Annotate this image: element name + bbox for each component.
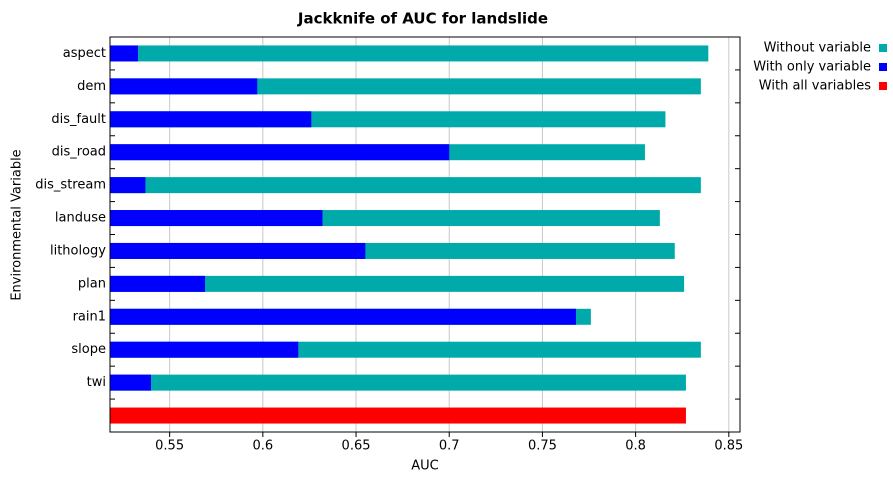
bar bbox=[110, 374, 686, 391]
bar bbox=[110, 275, 206, 292]
legend-label: With only variable bbox=[753, 60, 871, 75]
x-axis-label: AUC bbox=[411, 459, 439, 474]
y-tick-label: twi bbox=[87, 375, 106, 390]
x-tick-label: 0.8 bbox=[625, 439, 646, 454]
x-tick-label: 0.7 bbox=[439, 439, 460, 454]
x-tick-label: 0.6 bbox=[252, 439, 273, 454]
x-tick-label: 0.65 bbox=[342, 439, 371, 454]
bar bbox=[110, 45, 138, 62]
y-tick-label: aspect bbox=[63, 46, 106, 61]
bar bbox=[110, 78, 701, 95]
x-tick-label: 0.85 bbox=[714, 439, 743, 454]
y-axis-label: Environmental Variable bbox=[10, 149, 25, 300]
y-tick-label: dis_fault bbox=[51, 112, 106, 127]
plot-frame bbox=[109, 36, 741, 433]
bar bbox=[110, 407, 686, 424]
bar bbox=[110, 374, 152, 391]
bar bbox=[110, 275, 685, 292]
bar bbox=[110, 45, 709, 62]
y-tick-label: dis_stream bbox=[35, 178, 106, 193]
legend-swatch bbox=[879, 82, 887, 90]
y-tick-label: dis_road bbox=[52, 145, 106, 160]
bar bbox=[110, 177, 146, 194]
bar bbox=[110, 341, 299, 358]
y-tick-label: rain1 bbox=[73, 309, 106, 324]
y-tick-label: plan bbox=[78, 276, 106, 291]
bar bbox=[110, 210, 323, 227]
y-tick-label: lithology bbox=[50, 243, 106, 258]
bar bbox=[110, 78, 258, 95]
bar bbox=[110, 111, 312, 128]
y-tick-label: landuse bbox=[55, 211, 106, 226]
bar bbox=[110, 308, 576, 325]
legend-swatch bbox=[879, 44, 887, 52]
legend-label: Without variable bbox=[764, 41, 871, 56]
x-tick-label: 0.75 bbox=[528, 439, 557, 454]
y-tick-label: slope bbox=[71, 342, 106, 357]
chart-title: Jackknife of AUC for landslide bbox=[297, 10, 548, 28]
bar bbox=[110, 144, 450, 161]
x-tick-label: 0.55 bbox=[155, 439, 184, 454]
legend-label: With all variables bbox=[759, 79, 871, 94]
bar bbox=[110, 242, 366, 259]
legend-swatch bbox=[879, 63, 887, 71]
y-tick-label: dem bbox=[77, 79, 106, 94]
bar bbox=[110, 177, 701, 194]
